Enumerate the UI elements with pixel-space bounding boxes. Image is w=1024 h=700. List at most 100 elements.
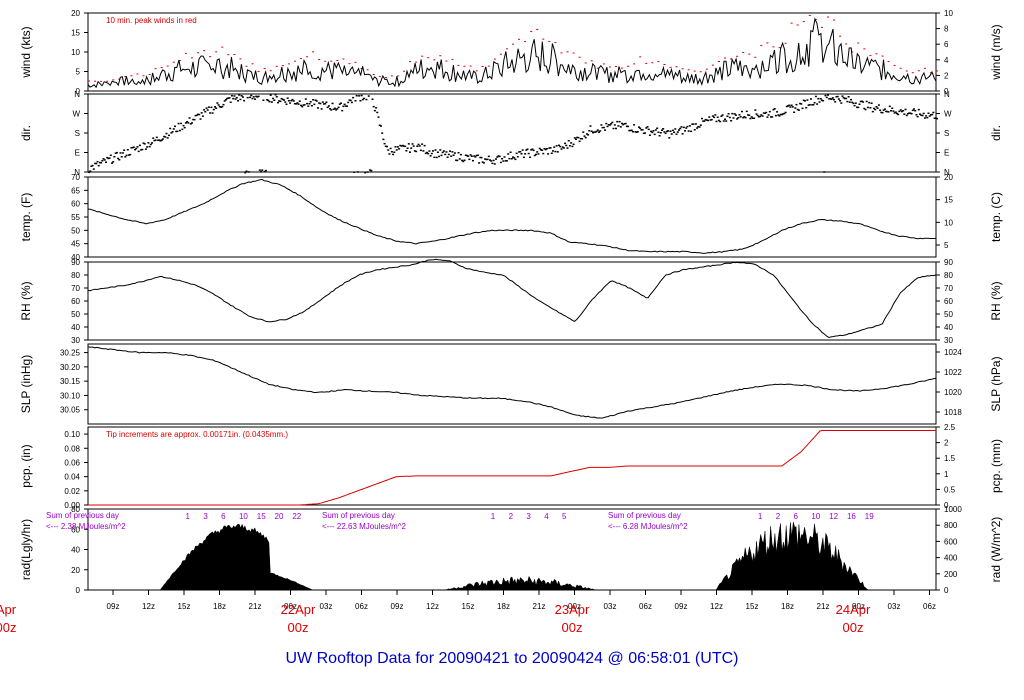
dir-point: [701, 117, 703, 120]
dir-point: [410, 147, 413, 149]
dir-point: [564, 142, 567, 145]
dir-point: [484, 158, 487, 160]
dir-point: [925, 115, 928, 117]
dir-point: [846, 100, 849, 103]
dir-point: [138, 144, 141, 147]
dir-point: [321, 101, 324, 103]
dir-point: [369, 169, 372, 171]
dir-point: [171, 131, 174, 133]
dir-point: [117, 157, 120, 160]
dir-point: [524, 153, 527, 155]
dir-point: [474, 156, 477, 158]
dir-point: [198, 113, 201, 116]
x-tick-label: 21z: [249, 602, 262, 611]
dir-point: [730, 120, 733, 122]
wind-peak-mark: [596, 67, 599, 69]
slp-rtick-label: 1020: [944, 388, 962, 397]
wind-peak-mark: [554, 42, 557, 44]
slp-frame: [87, 343, 937, 425]
dir-point: [605, 122, 608, 125]
dir-ytick-label: N: [74, 90, 80, 99]
temp-ytick-label: 50: [71, 226, 80, 235]
dir-point: [817, 97, 820, 100]
dir-point: [514, 158, 517, 161]
dir-point: [795, 103, 798, 106]
dir-point: [449, 150, 451, 152]
wind-peak-mark: [172, 61, 175, 63]
dir-point: [727, 113, 730, 115]
dir-point: [498, 155, 501, 158]
dir-point: [314, 99, 317, 101]
dir-point: [721, 114, 724, 116]
dir-point: [636, 131, 639, 133]
dir-point: [868, 101, 871, 104]
wind-peak-mark: [203, 50, 206, 52]
wind-peak-mark: [312, 51, 315, 53]
dir-point: [125, 154, 128, 157]
dir-point: [857, 106, 860, 109]
dir-point: [204, 111, 207, 113]
dir-point: [934, 117, 937, 119]
dir-point: [388, 153, 391, 155]
wind-peak-mark: [602, 63, 605, 65]
dir-point: [330, 109, 333, 111]
dir-point: [744, 116, 747, 119]
dir-point: [687, 130, 690, 132]
dir-point: [630, 129, 633, 131]
dir-point: [870, 102, 873, 104]
dir-point: [894, 111, 897, 113]
wind-peak-mark: [790, 22, 793, 24]
dir-point: [836, 95, 839, 98]
wind-peak-mark: [936, 70, 938, 72]
rad-sun-hour-label: 1: [186, 512, 191, 521]
rad-sun-hour-label: 10: [811, 512, 820, 521]
wind-peak-mark: [524, 41, 527, 43]
dir-point: [499, 161, 502, 164]
dir-point: [502, 160, 505, 162]
dir-point: [309, 101, 312, 103]
dir-point: [394, 146, 397, 148]
wind-peak-mark: [560, 52, 563, 54]
dir-point: [584, 136, 587, 139]
wind-peak-mark: [184, 52, 187, 54]
dir-point: [734, 114, 737, 116]
rh-rtick-label: 90: [944, 258, 953, 267]
dir-point: [342, 105, 345, 108]
wind-peak-mark: [578, 56, 581, 58]
dir-point: [451, 151, 454, 153]
dir-point: [97, 164, 100, 167]
dir-point: [873, 107, 875, 110]
dir-point: [561, 146, 564, 148]
dir-point: [393, 151, 396, 153]
dir-point: [163, 135, 166, 138]
dir-point: [120, 156, 123, 158]
dir-ytick-label: N: [74, 168, 80, 177]
dir-point: [921, 114, 924, 117]
dir-point: [407, 143, 410, 145]
dir-point: [428, 150, 431, 152]
wind-peak-mark: [754, 56, 757, 58]
dir-point: [415, 150, 418, 153]
dir-point: [144, 148, 147, 150]
dir-point: [268, 100, 271, 103]
dir-point: [615, 127, 617, 130]
dir-point: [639, 127, 642, 129]
rad-sun-hour-label: 5: [562, 512, 567, 521]
dir-point: [512, 156, 514, 158]
dir-point: [256, 96, 259, 98]
dir-point: [693, 129, 696, 131]
dir-point: [651, 131, 654, 134]
dir-point: [771, 116, 774, 118]
dir-point: [252, 96, 255, 98]
x-tick-label: 00z: [568, 602, 581, 611]
wind-peak-mark: [730, 58, 733, 60]
dir-point: [469, 154, 472, 156]
pcp-ytick-label: 0.04: [64, 473, 80, 482]
dir-point: [405, 150, 408, 152]
wind-peak-mark: [711, 64, 714, 66]
dir-point: [105, 161, 107, 163]
dir-point: [717, 119, 720, 122]
x-tick-label: 06z: [355, 602, 368, 611]
slp-rtick-label: 1018: [944, 408, 962, 417]
x-tick-label: 00z: [284, 602, 297, 611]
